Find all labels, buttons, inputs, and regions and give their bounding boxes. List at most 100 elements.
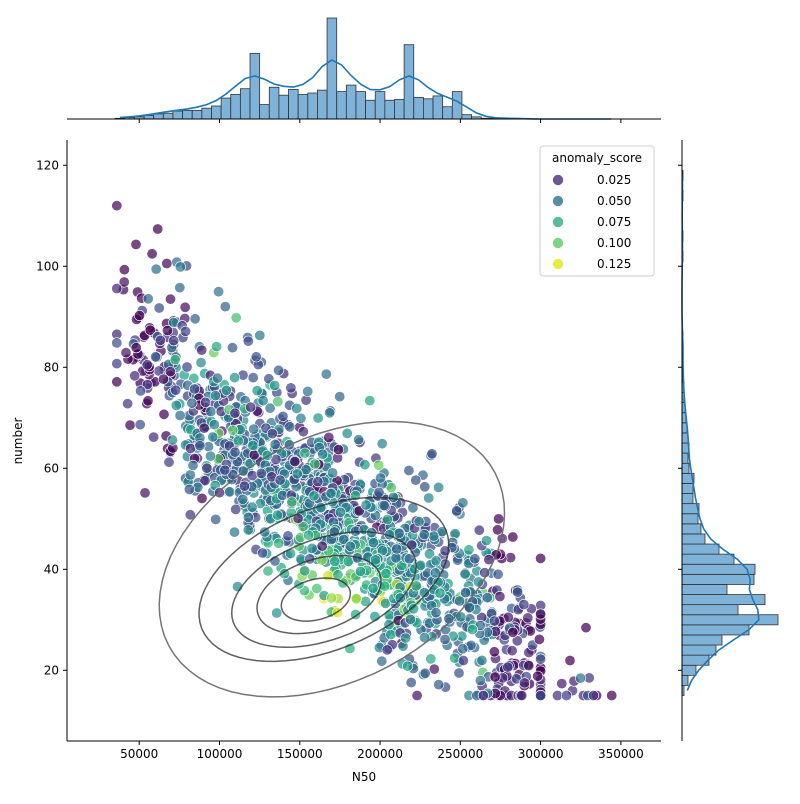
scatter-point <box>273 537 285 549</box>
scatter-point <box>163 456 175 468</box>
histogram-bar <box>681 543 720 555</box>
x-tick-label: 50000 <box>120 747 158 761</box>
scatter-point <box>210 513 222 525</box>
y-tick-label: 40 <box>44 562 59 576</box>
histogram-bar <box>259 104 270 120</box>
scatter-point <box>254 329 266 341</box>
scatter-point <box>373 459 385 471</box>
x-axis-label: N50 <box>352 770 376 784</box>
histogram-bar <box>211 105 222 120</box>
scatter-point <box>129 370 141 382</box>
scatter-point <box>391 543 403 555</box>
scatter-point <box>325 487 337 499</box>
histogram-bar <box>681 674 689 686</box>
scatter-point <box>443 613 455 625</box>
scatter-point <box>457 654 469 666</box>
scatter-point <box>303 529 315 541</box>
legend-entries: 0.025 0.050 0.075 0.100 0.125 <box>552 173 631 271</box>
scatter-point <box>299 447 311 459</box>
scatter-point <box>262 565 274 577</box>
legend-label: 0.075 <box>597 215 631 229</box>
scatter-point <box>154 334 166 346</box>
scatter-point <box>168 335 180 347</box>
histogram-bar <box>220 97 232 120</box>
scatter-point <box>385 629 397 641</box>
scatter-point <box>606 689 618 701</box>
scatter-point <box>257 547 269 559</box>
histogram-bar <box>681 604 739 616</box>
scatter-point <box>229 446 241 458</box>
legend-label: 0.125 <box>597 257 631 271</box>
legend-marker <box>552 174 564 186</box>
scatter-point <box>364 395 376 407</box>
scatter-point <box>227 424 239 436</box>
scatter-point <box>118 264 130 276</box>
scatter-point <box>299 565 311 577</box>
scatter-point <box>297 426 309 438</box>
scatter-point <box>455 611 467 623</box>
scatter-point <box>522 612 534 624</box>
scatter-point <box>188 372 200 384</box>
scatter-point <box>248 423 260 435</box>
scatter-point <box>134 419 146 431</box>
histogram-bar <box>326 17 338 120</box>
histogram-bar <box>172 110 183 120</box>
scatter-point <box>205 406 217 418</box>
scatter-point <box>374 472 386 484</box>
histogram-bar <box>681 584 728 595</box>
scatter-point <box>242 335 254 347</box>
x-tick-label: 100000 <box>197 747 243 761</box>
histogram-bar <box>681 644 717 656</box>
scatter-point <box>309 458 321 470</box>
scatter-point <box>224 486 236 498</box>
scatter-point <box>212 372 224 384</box>
histogram-bar <box>432 95 444 120</box>
scatter-point <box>574 672 586 684</box>
scatter-point <box>251 385 263 397</box>
scatter-point <box>418 528 430 540</box>
scatter-point <box>198 422 210 434</box>
scatter-point <box>535 608 547 620</box>
scatter-point <box>394 592 406 604</box>
kde-contour <box>230 530 417 649</box>
scatter-point <box>229 407 241 419</box>
scatter-point <box>376 655 388 667</box>
scatter-point <box>387 491 399 503</box>
marginal-x-histogram <box>67 17 661 123</box>
legend-title: anomaly_score <box>552 151 642 165</box>
scatter-point <box>423 492 435 504</box>
scatter-point <box>400 632 412 644</box>
scatter-point <box>161 257 173 269</box>
scatter-point <box>200 396 212 408</box>
histogram-bar <box>422 98 434 120</box>
scatter-point <box>354 565 366 577</box>
scatter-point <box>278 568 290 580</box>
histogram-bar <box>268 86 280 120</box>
scatter-point <box>164 366 176 378</box>
histogram-bar <box>681 664 697 676</box>
histogram-bar <box>297 94 309 120</box>
histogram-bar <box>681 573 755 585</box>
histogram-bar <box>413 96 424 120</box>
scatter-point <box>210 390 222 402</box>
scatter-point <box>135 385 147 397</box>
scatter-point <box>242 524 254 536</box>
scatter-point <box>282 530 294 542</box>
scatter-point <box>220 384 232 396</box>
kde-contour <box>158 420 506 698</box>
histogram-bar <box>182 109 193 120</box>
scatter-point <box>181 361 193 373</box>
scatter-point <box>324 407 336 419</box>
scatter-point <box>169 354 181 366</box>
scatter-point <box>320 368 332 380</box>
scatter-point <box>142 395 154 407</box>
scatter-point <box>344 540 356 552</box>
scatter-point <box>289 455 301 467</box>
scatter-point <box>111 376 123 388</box>
scatter-point <box>130 342 142 354</box>
scatter-point <box>493 513 505 525</box>
scatter-point <box>378 499 390 511</box>
y-axis-label: number <box>11 418 25 465</box>
legend-marker <box>552 258 564 270</box>
